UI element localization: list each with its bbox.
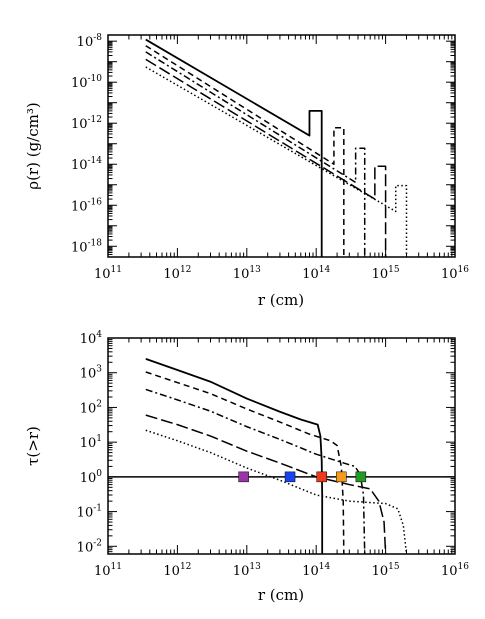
optical-depth-x-tick-label: 1016 <box>441 562 469 579</box>
density-x-axis-label: r (cm) <box>258 291 304 309</box>
optical-depth-series-longdash <box>145 414 387 554</box>
optical-depth-y-tick-label: 103 <box>80 365 103 382</box>
optical-depth-x-tick-label: 1014 <box>302 562 330 579</box>
optical-depth-series-solid <box>145 358 324 554</box>
optical-depth-x-tick-label: 1011 <box>94 562 122 579</box>
density-y-tick-label: 10-10 <box>71 74 102 91</box>
density-x-tick-label: 1016 <box>441 265 469 282</box>
optical-depth-series-dashed <box>145 371 345 554</box>
optical-depth-markers <box>238 471 367 483</box>
optical-depth-series-dotted <box>145 429 408 554</box>
density-series-solid <box>145 38 323 257</box>
optical-depth-tick-labels: 1011 1012 1013 1014 1015 1016 104 103 102 101 100 1… <box>77 330 470 579</box>
density-series-longdash <box>145 58 387 257</box>
density-x-tick-label: 1011 <box>94 265 122 282</box>
density-tick-labels: 1011 1012 1013 1014 1015 1016 10-8 10-10 10-12 10… <box>71 33 469 282</box>
optical-depth-y-tick-label: 101 <box>80 434 102 451</box>
density-series-group <box>145 38 408 257</box>
optical-depth-marker <box>355 471 367 483</box>
density-x-tick-label: 1013 <box>233 265 261 282</box>
density-y-tick-label: 10-16 <box>71 197 102 214</box>
density-series-dashdot <box>145 51 366 257</box>
optical-depth-y-tick-label: 10-1 <box>77 504 102 521</box>
optical-depth-x-tick-label: 1012 <box>163 562 191 579</box>
density-x-tick-label: 1015 <box>372 265 400 282</box>
optical-depth-marker <box>238 471 249 483</box>
density-y-tick-label: 10-14 <box>71 156 102 173</box>
optical-depth-marker <box>336 471 347 483</box>
optical-depth-panel: 1011 1012 1013 1014 1015 1016 104 103 102 101 100 1… <box>24 330 469 604</box>
optical-depth-y-tick-label: 100 <box>80 469 103 486</box>
density-ticks <box>107 34 456 258</box>
density-panel: 1011 1012 1013 1014 1015 1016 10-8 10-10 10-12 10… <box>24 33 469 309</box>
density-y-axis-label: ρ(r) (g/cm³) <box>24 102 42 189</box>
optical-depth-marker <box>284 471 296 483</box>
density-series-dotted <box>145 66 408 257</box>
optical-depth-series-group <box>108 358 455 554</box>
density-y-tick-label: 10-12 <box>71 115 102 132</box>
optical-depth-series-dashdot <box>145 388 366 554</box>
optical-depth-y-tick-label: 102 <box>80 399 102 416</box>
optical-depth-marker <box>316 471 327 483</box>
optical-depth-x-tick-label: 1015 <box>372 562 400 579</box>
density-series-dashed <box>145 45 345 257</box>
optical-depth-y-axis-label: τ(>r) <box>24 426 42 466</box>
density-y-tick-label: 10-8 <box>77 33 103 50</box>
density-x-tick-label: 1012 <box>163 265 191 282</box>
density-x-tick-label: 1014 <box>302 265 330 282</box>
optical-depth-x-axis-label: r (cm) <box>258 586 304 604</box>
density-y-tick-label: 10-18 <box>71 238 102 255</box>
optical-depth-y-tick-label: 104 <box>80 330 103 347</box>
optical-depth-y-tick-label: 10-2 <box>77 538 102 555</box>
optical-depth-plot-frame <box>107 337 456 555</box>
optical-depth-x-tick-label: 1013 <box>233 562 261 579</box>
optical-depth-ticks <box>107 337 456 555</box>
